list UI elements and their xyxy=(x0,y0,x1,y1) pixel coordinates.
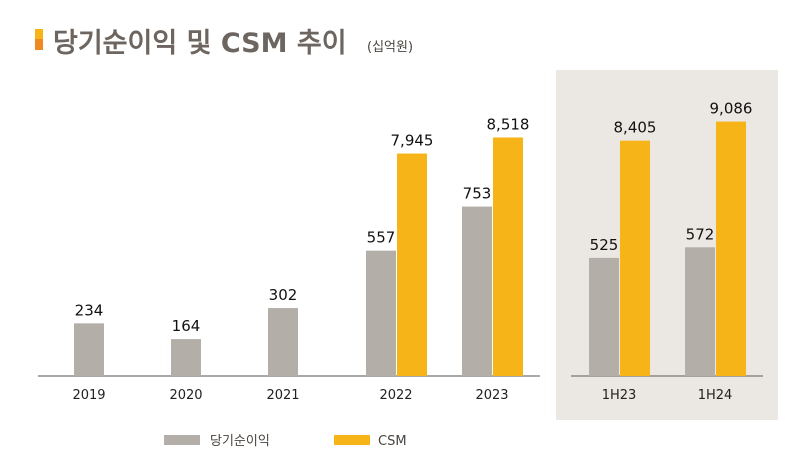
value-label-csm-2022: 7,945 xyxy=(391,132,434,150)
x-tick-label-2022: 2022 xyxy=(379,388,412,403)
bar-net-income-2019 xyxy=(74,323,104,376)
x-tick-label-2020: 2020 xyxy=(169,388,202,403)
bar-net-income-2023 xyxy=(462,206,492,376)
bar-csm-1H23 xyxy=(620,140,650,376)
value-label-net-income-2021: 302 xyxy=(269,286,298,304)
x-tick-label-1H24: 1H24 xyxy=(698,388,733,403)
value-label-net-income-2020: 164 xyxy=(172,317,201,335)
chart-unit: (십억원) xyxy=(367,40,413,55)
x-tick-label-1H23: 1H23 xyxy=(602,388,637,403)
x-tick-label-2019: 2019 xyxy=(72,388,105,403)
bar-csm-2022 xyxy=(397,153,427,376)
bar-net-income-2021 xyxy=(268,308,298,376)
bar-net-income-2020 xyxy=(171,339,201,376)
title-marker-top xyxy=(35,29,43,39)
chart-title: 당기순이익 및 CSM 추이 xyxy=(53,28,347,59)
bar-net-income-2022 xyxy=(366,250,396,376)
x-tick-label-2023: 2023 xyxy=(475,388,508,403)
value-label-csm-2023: 8,518 xyxy=(487,115,530,133)
bar-csm-2023 xyxy=(493,137,523,376)
value-label-net-income-1H24: 572 xyxy=(686,225,715,243)
legend-label-csm: CSM xyxy=(378,434,407,449)
title-marker-bottom xyxy=(35,39,43,50)
legend-label-net-income: 당기순이익 xyxy=(210,434,270,449)
bar-csm-1H24 xyxy=(716,121,746,376)
value-label-net-income-2023: 753 xyxy=(463,185,492,203)
bar-net-income-1H24 xyxy=(685,247,715,376)
value-label-net-income-2019: 234 xyxy=(75,301,104,319)
bar-net-income-1H23 xyxy=(589,257,619,376)
x-tick-label-2021: 2021 xyxy=(266,388,299,403)
legend-swatch-csm xyxy=(334,435,370,445)
value-label-csm-1H24: 9,086 xyxy=(710,100,753,118)
legend-swatch-net-income xyxy=(164,435,200,445)
value-label-csm-1H23: 8,405 xyxy=(614,119,657,137)
value-label-net-income-2022: 557 xyxy=(367,229,396,247)
value-label-net-income-1H23: 525 xyxy=(590,236,619,254)
